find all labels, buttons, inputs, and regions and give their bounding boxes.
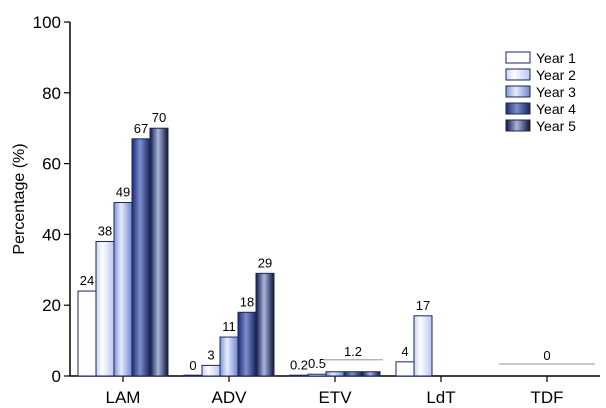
data-label: 11 <box>222 319 236 334</box>
data-label: 0 <box>189 358 196 373</box>
bar-adv-year-5 <box>255 272 275 377</box>
bar-adv-year-3 <box>219 336 239 377</box>
legend-label: Year 2 <box>536 67 576 83</box>
x-tick-label-lam: LAM <box>106 388 141 407</box>
legend-swatch-year-1 <box>505 51 531 64</box>
bar-ldt-year-1 <box>395 361 415 377</box>
bar-etv-year-1 <box>289 374 309 377</box>
data-label: 67 <box>134 121 148 136</box>
bar-etv-year-5 <box>361 371 381 377</box>
data-label: 0 <box>543 348 550 363</box>
data-label: 0.5 <box>308 356 326 371</box>
legend-swatch-year-2 <box>505 68 531 81</box>
bar-ldt-year-2 <box>413 315 433 377</box>
bar-lam-year-1 <box>77 290 97 377</box>
bar-lam-year-3 <box>113 202 133 377</box>
bar-adv-year-2 <box>201 364 221 377</box>
bar-adv-year-1 <box>183 374 203 377</box>
bar-etv-year-3 <box>325 371 345 377</box>
legend-label: Year 1 <box>536 50 576 66</box>
bar-etv-year-4 <box>343 371 363 377</box>
y-tick-label: 60 <box>42 155 61 174</box>
data-label: 49 <box>116 185 130 200</box>
legend-swatch-year-3 <box>505 85 531 98</box>
x-tick-label-adv: ADV <box>212 388 248 407</box>
legend-swatch-year-5 <box>505 119 531 132</box>
data-label: 70 <box>152 110 166 125</box>
bars <box>77 127 433 377</box>
data-label: 1.2 <box>344 344 362 359</box>
data-label: 29 <box>258 255 272 270</box>
data-label: 38 <box>98 223 112 238</box>
y-tick-label: 20 <box>42 296 61 315</box>
legend-swatch-year-4 <box>505 102 531 115</box>
legend-label: Year 3 <box>536 84 576 100</box>
y-tick-label: 0 <box>52 367 61 386</box>
data-label: 3 <box>207 347 214 362</box>
data-label: 17 <box>416 298 430 313</box>
bar-lam-year-2 <box>95 240 115 377</box>
y-tick-label: 80 <box>42 84 61 103</box>
y-axis-title: Percentage (%) <box>11 143 28 254</box>
y-tick-label: 40 <box>42 225 61 244</box>
y-tick-label: 100 <box>33 13 61 32</box>
x-tick-label-tdf: TDF <box>530 388 563 407</box>
data-label: 0.2 <box>290 357 308 372</box>
legend-label: Year 4 <box>536 101 576 117</box>
data-label: 18 <box>240 294 254 309</box>
bar-adv-year-4 <box>237 311 257 377</box>
data-label: 4 <box>401 344 408 359</box>
legend-label: Year 5 <box>536 118 576 134</box>
x-tick-label-etv: ETV <box>318 388 352 407</box>
bar-lam-year-4 <box>131 138 151 377</box>
x-tick-label-ldt: LdT <box>426 388 455 407</box>
data-label: 24 <box>80 273 94 288</box>
bar-lam-year-5 <box>149 127 169 377</box>
bar-etv-year-2 <box>307 373 327 377</box>
